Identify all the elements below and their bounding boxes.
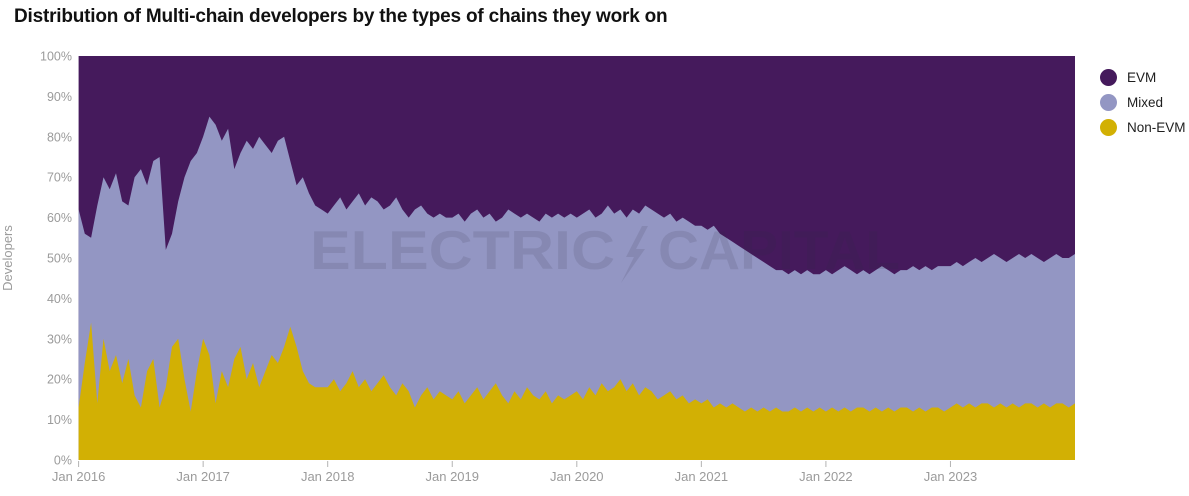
- y-tick-label: 10%: [47, 413, 72, 427]
- x-tick-label: Jan 2017: [176, 469, 230, 484]
- x-tick-label: Jan 2020: [550, 469, 604, 484]
- non-evm-legend-dot-icon: [1100, 119, 1117, 136]
- legend-label-mixed: Mixed: [1127, 95, 1164, 110]
- y-tick-label: 60%: [47, 211, 72, 225]
- x-tick-label: Jan 2022: [799, 469, 853, 484]
- mixed-legend-dot-icon: [1100, 94, 1117, 111]
- legend-item-mixed: Mixed: [1100, 94, 1186, 111]
- chart-legend: EVM Mixed Non-EVM: [1100, 69, 1186, 136]
- y-tick-label: 40%: [47, 292, 72, 306]
- y-axis-title: Developers: [0, 225, 15, 291]
- y-tick-label: 50%: [47, 252, 72, 266]
- lightning-bolt-icon: [621, 226, 648, 283]
- y-tick-label: 20%: [47, 373, 72, 387]
- watermark: ELECTRIC CAPITAL: [310, 219, 900, 283]
- area-mixed: [78, 116, 1076, 460]
- y-tick-label: 80%: [47, 130, 72, 144]
- legend-item-evm: EVM: [1100, 69, 1186, 86]
- legend-label-non-evm: Non-EVM: [1127, 120, 1186, 135]
- area-non-evm: [78, 322, 1076, 460]
- chart-title: Distribution of Multi-chain developers b…: [14, 6, 668, 27]
- watermark-text-left: ELECTRIC: [310, 219, 615, 281]
- x-tick-label: Jan 2021: [675, 469, 729, 484]
- x-tick-label: Jan 2018: [301, 469, 355, 484]
- watermark-text-right: CAPITAL: [658, 219, 900, 281]
- y-tick-label: 90%: [47, 90, 72, 104]
- y-tick-label: 100%: [40, 50, 72, 64]
- legend-item-non-evm: Non-EVM: [1100, 119, 1186, 136]
- x-tick-label: Jan 2019: [426, 469, 480, 484]
- legend-label-evm: EVM: [1127, 70, 1157, 85]
- y-tick-label: 0%: [54, 454, 72, 468]
- x-tick-label: Jan 2016: [52, 469, 106, 484]
- x-tick-label: Jan 2023: [924, 469, 978, 484]
- y-tick-label: 70%: [47, 171, 72, 185]
- y-tick-label: 30%: [47, 332, 72, 346]
- evm-legend-dot-icon: [1100, 69, 1117, 86]
